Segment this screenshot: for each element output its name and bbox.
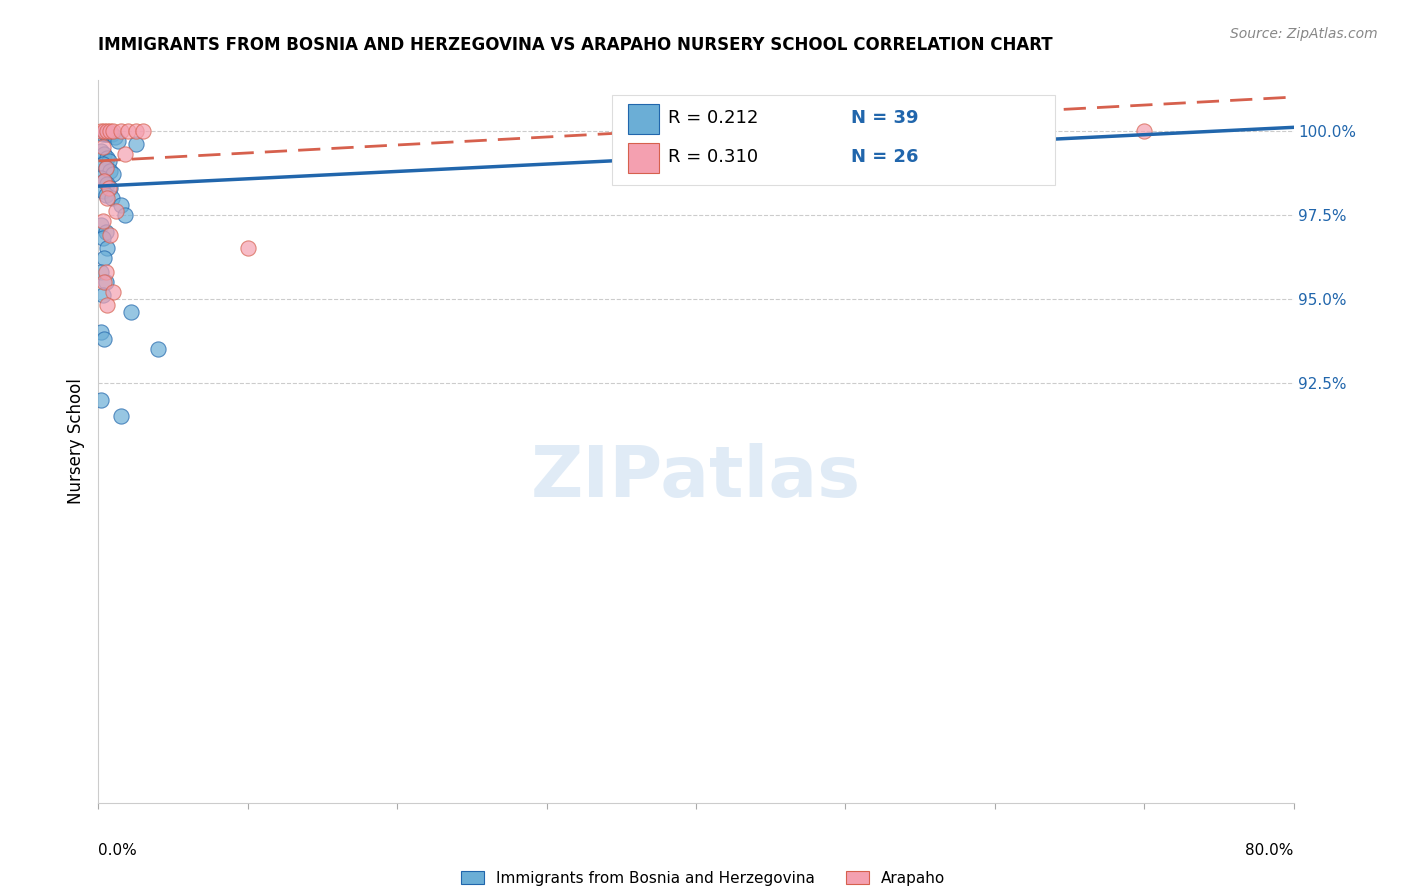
Point	[91, 288, 114, 302]
Point	[105, 204, 128, 219]
FancyBboxPatch shape	[628, 104, 659, 135]
Point	[236, 241, 259, 255]
Point	[90, 124, 112, 138]
Point	[107, 134, 129, 148]
Point	[110, 197, 132, 211]
Point	[120, 305, 142, 319]
Point	[90, 326, 112, 340]
Point	[91, 127, 114, 141]
Point	[98, 124, 122, 138]
FancyBboxPatch shape	[613, 95, 1054, 185]
Text: Source: ZipAtlas.com: Source: ZipAtlas.com	[1230, 27, 1378, 41]
Point	[103, 124, 125, 138]
Text: 0.0%: 0.0%	[98, 843, 138, 858]
Point	[125, 124, 148, 138]
Point	[114, 147, 136, 161]
Point	[96, 124, 118, 138]
Point	[94, 187, 117, 202]
Point	[93, 275, 115, 289]
Text: N = 26: N = 26	[852, 148, 920, 166]
Point	[125, 137, 148, 152]
Point	[98, 227, 122, 242]
Point	[101, 191, 124, 205]
Point	[94, 161, 117, 175]
Point	[103, 167, 125, 181]
Point	[1133, 124, 1156, 138]
Point	[685, 124, 707, 138]
Point	[93, 147, 115, 161]
Text: R = 0.310: R = 0.310	[668, 148, 759, 166]
Point	[96, 241, 118, 255]
Point	[93, 174, 115, 188]
Text: ZIPatlas: ZIPatlas	[531, 443, 860, 512]
Point	[117, 124, 139, 138]
Point	[98, 164, 122, 178]
Point	[94, 127, 117, 141]
Point	[96, 178, 118, 192]
Point	[104, 130, 127, 145]
Point	[97, 127, 120, 141]
Point	[132, 124, 155, 138]
Point	[110, 124, 132, 138]
Point	[97, 181, 120, 195]
Point	[94, 161, 117, 175]
Point	[94, 275, 117, 289]
Point	[908, 124, 931, 138]
Point	[93, 252, 115, 266]
Point	[91, 231, 114, 245]
Point	[90, 144, 112, 158]
FancyBboxPatch shape	[628, 143, 659, 173]
Point	[90, 170, 112, 185]
Point	[93, 332, 115, 346]
Point	[97, 153, 120, 168]
Point	[91, 157, 114, 171]
Point	[90, 392, 112, 407]
Point	[93, 174, 115, 188]
Y-axis label: Nursery School: Nursery School	[66, 378, 84, 505]
Point	[114, 208, 136, 222]
Point	[91, 214, 114, 228]
Point	[96, 191, 118, 205]
Point	[93, 124, 115, 138]
Point	[96, 298, 118, 312]
Point	[101, 127, 124, 141]
Point	[94, 225, 117, 239]
Point	[91, 140, 114, 154]
Text: 80.0%: 80.0%	[1246, 843, 1294, 858]
Point	[94, 265, 117, 279]
Point	[90, 265, 112, 279]
Point	[91, 184, 114, 198]
Text: N = 39: N = 39	[852, 109, 920, 127]
Point	[98, 181, 122, 195]
Point	[110, 409, 132, 424]
Point	[148, 342, 170, 356]
Point	[96, 151, 118, 165]
Point	[103, 285, 125, 299]
Point	[96, 127, 118, 141]
Point	[90, 218, 112, 232]
Text: R = 0.212: R = 0.212	[668, 109, 759, 127]
Legend: Immigrants from Bosnia and Herzegovina, Arapaho: Immigrants from Bosnia and Herzegovina, …	[456, 864, 950, 892]
Text: IMMIGRANTS FROM BOSNIA AND HERZEGOVINA VS ARAPAHO NURSERY SCHOOL CORRELATION CHA: IMMIGRANTS FROM BOSNIA AND HERZEGOVINA V…	[98, 36, 1053, 54]
